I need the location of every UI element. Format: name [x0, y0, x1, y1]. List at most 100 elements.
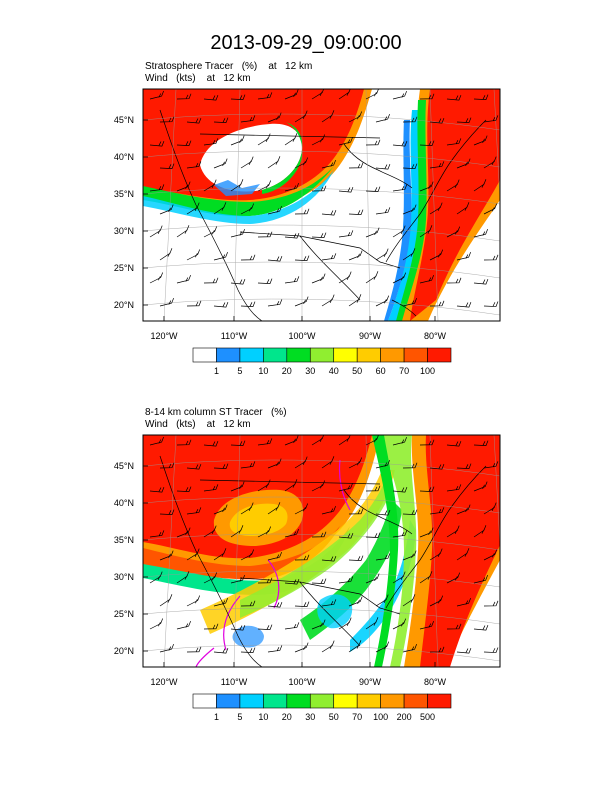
- colorbar-tick-label: 5: [237, 366, 243, 376]
- wind-barb: [149, 487, 165, 493]
- wind-barb: [240, 301, 256, 307]
- wind-barb: [230, 525, 244, 538]
- wind-barb: [338, 89, 351, 100]
- wind-barb: [321, 294, 335, 307]
- wind-barb: [149, 141, 165, 147]
- wind-barb: [402, 116, 418, 123]
- wind-barb: [402, 462, 418, 469]
- colorbar-swatch: [403, 347, 428, 363]
- wind-barb: [149, 530, 165, 538]
- wind-barb: [203, 525, 217, 538]
- wind-barb: [348, 596, 363, 607]
- wind-barb: [213, 463, 229, 469]
- colorbar-tick-label: 200: [396, 712, 412, 722]
- colorbar-swatch: [427, 693, 452, 709]
- colorbar-tick-label: 60: [375, 366, 386, 376]
- panel-1-lon-label: 80°W: [423, 331, 447, 341]
- wind-barb: [294, 601, 310, 607]
- wind-barb: [311, 619, 326, 630]
- wind-barb: [473, 135, 488, 146]
- panel-1-lat-label: 25°N: [113, 263, 134, 273]
- wind-barb: [257, 133, 271, 146]
- wind-barb: [446, 95, 462, 101]
- colorbar-tick-label: 70: [352, 712, 363, 722]
- wind-barb: [483, 115, 499, 123]
- wind-barb: [338, 576, 354, 584]
- wind-barb: [257, 526, 272, 538]
- panel-1-heading: Stratosphere Tracer (%) at 12 km Wind (k…: [145, 61, 312, 85]
- colorbar-swatch: [427, 347, 452, 363]
- wind-barb: [149, 184, 165, 192]
- wind-barb: [186, 646, 202, 653]
- wind-barb: [149, 272, 164, 284]
- wind-barb: [338, 230, 354, 238]
- panel-2-map: [142, 434, 501, 668]
- wind-barb: [456, 202, 470, 215]
- wind-barb: [375, 207, 391, 215]
- wind-barb: [294, 208, 310, 215]
- wind-barb: [257, 278, 273, 284]
- wind-barb: [203, 138, 219, 146]
- wind-barb: [348, 162, 364, 169]
- wind-barb: [365, 271, 379, 284]
- wind-barb: [348, 457, 363, 469]
- wind-barb: [375, 594, 389, 607]
- wind-barb: [159, 116, 175, 123]
- colorbar-swatch: [192, 693, 217, 709]
- wind-barb: [159, 462, 175, 469]
- wind-barb: [284, 276, 300, 284]
- wind-barb: [267, 458, 282, 469]
- wind-barb: [456, 598, 471, 607]
- colorbar-tick-label: 100: [420, 366, 436, 376]
- wind-barb: [149, 436, 164, 446]
- wind-barb: [375, 553, 391, 561]
- wind-barb: [456, 252, 471, 261]
- wind-barb: [203, 623, 219, 630]
- wind-barb: [375, 510, 391, 516]
- panel-2-coastlines: [159, 455, 487, 667]
- panel-2-lon-label: 110°W: [220, 677, 248, 687]
- wind-barb: [446, 226, 461, 238]
- wind-barb: [402, 644, 417, 653]
- wind-barb: [402, 248, 416, 261]
- wind-barb: [176, 225, 190, 238]
- wind-barb: [240, 461, 256, 469]
- wind-barb: [186, 507, 202, 515]
- wind-barb: [392, 571, 406, 584]
- wind-barb: [267, 645, 283, 653]
- wind-barb: [473, 279, 489, 285]
- wind-barb: [348, 209, 364, 215]
- wind-barb: [149, 571, 163, 584]
- wind-barb: [429, 464, 445, 470]
- wind-barb: [456, 302, 472, 308]
- colorbar-swatch: [356, 347, 381, 363]
- wind-barb: [213, 504, 228, 515]
- wind-barb: [311, 232, 327, 238]
- wind-barb: [429, 300, 445, 307]
- wind-barb: [203, 572, 218, 584]
- panel-2-colorbar: [192, 693, 452, 709]
- wind-barb: [473, 94, 489, 100]
- colorbar-swatch: [286, 693, 311, 709]
- wind-barb: [257, 577, 273, 584]
- wind-barb: [284, 622, 300, 630]
- wind-barb: [483, 301, 499, 307]
- wind-barb: [240, 647, 256, 653]
- colorbar-swatch: [380, 347, 405, 363]
- wind-barb: [402, 509, 418, 515]
- wind-barb: [375, 641, 390, 653]
- panel-2-field-title: 8-14 km column ST Tracer (%): [145, 407, 287, 418]
- wind-barb: [159, 509, 175, 515]
- wind-barb: [392, 530, 408, 538]
- colorbar-swatch: [216, 693, 241, 709]
- wind-barb: [321, 599, 337, 607]
- wind-barb: [392, 141, 408, 147]
- wind-barb: [338, 187, 354, 193]
- wind-barb: [321, 456, 335, 469]
- wind-barb: [267, 205, 282, 215]
- wind-barb: [213, 302, 229, 308]
- panel-1-lat-label: 30°N: [113, 226, 134, 236]
- wind-barb: [257, 624, 273, 630]
- colorbar-tick-label: 100: [373, 712, 389, 722]
- wind-barb: [240, 203, 255, 215]
